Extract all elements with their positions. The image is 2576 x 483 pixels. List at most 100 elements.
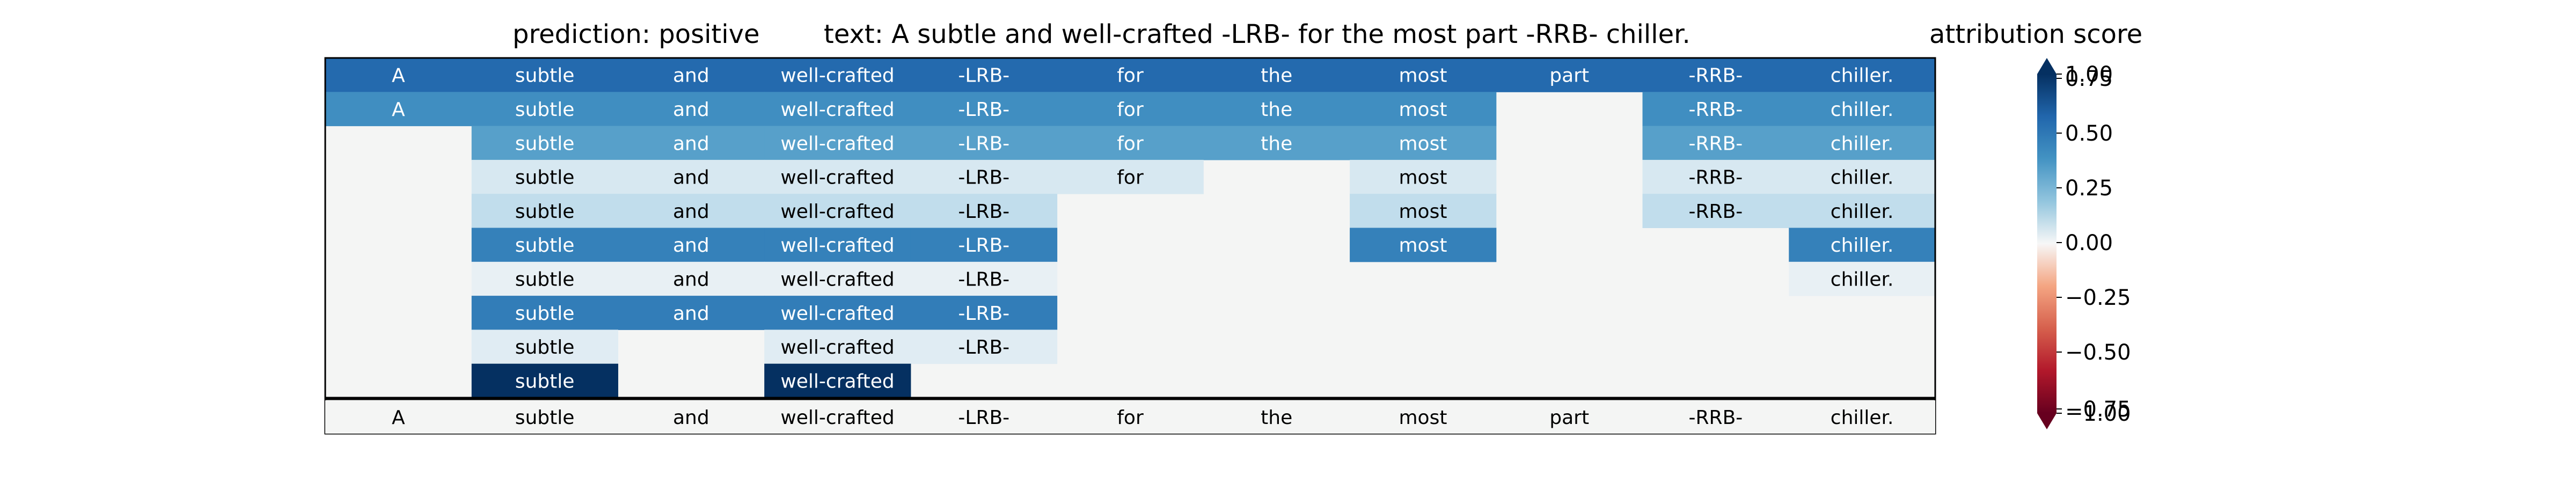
heatmap-cell: [471, 194, 618, 228]
cell-label: -LRB-: [958, 303, 1009, 325]
cell-label: -LRB-: [958, 167, 1009, 189]
cell-label: -LRB-: [958, 133, 1009, 155]
heatmap-cell: [1642, 126, 1789, 160]
colorbar-tick-label: −0.50: [2065, 340, 2131, 365]
colorbar-tick-label: −1.00: [2065, 401, 2131, 426]
cell-label: and: [673, 167, 709, 189]
heatmap-cell: [1350, 58, 1497, 92]
cell-label: subtle: [515, 303, 575, 325]
cell-label: for: [1117, 133, 1144, 155]
cell-label: chiller.: [1831, 235, 1894, 257]
cell-label: A: [392, 99, 405, 121]
colorbar-tick-label: 0.00: [2065, 231, 2113, 255]
cell-label: -LRB-: [958, 336, 1009, 358]
token-label: part: [1549, 407, 1589, 429]
heatmap-cell: [910, 194, 1058, 228]
cell-label: well-crafted: [780, 370, 894, 392]
heatmap-cell: [1203, 126, 1350, 160]
cell-label: -LRB-: [958, 99, 1009, 121]
cell-label: chiller.: [1831, 201, 1894, 223]
cell-label: for: [1117, 167, 1144, 189]
heatmap-cell: [471, 126, 618, 160]
heatmap-cell: [764, 228, 911, 262]
colorbar-title: attribution score: [1929, 19, 2142, 49]
cell-label: most: [1399, 167, 1447, 189]
heatmap-cell: [1789, 159, 1936, 194]
heatmap-cell: [910, 58, 1058, 92]
heatmap-cell: [471, 261, 618, 296]
cell-label: well-crafted: [780, 303, 894, 325]
token-label: well-crafted: [780, 407, 894, 429]
colorbar-tick-label: 0.75: [2065, 67, 2113, 91]
cell-label: well-crafted: [780, 167, 894, 189]
cell-label: for: [1117, 99, 1144, 121]
heatmap-cell: [764, 261, 911, 296]
heatmap-cell: [910, 228, 1058, 262]
cell-label: the: [1261, 133, 1292, 155]
cell-label: -RRB-: [1689, 99, 1743, 121]
prediction-title: prediction: positive: [513, 19, 760, 49]
heatmap-cell: [1789, 261, 1936, 296]
cell-label: -LRB-: [958, 268, 1009, 290]
token-label: subtle: [515, 407, 575, 429]
colorbar-gradient: [2037, 74, 2057, 413]
colorbar-min-extend: [2037, 413, 2057, 429]
heatmap-cell: [1789, 228, 1936, 262]
token-label: -LRB-: [958, 407, 1009, 429]
heatmap-cell: [618, 228, 765, 262]
heatmap-cell: [764, 330, 911, 364]
cell-label: subtle: [515, 167, 575, 189]
heatmap-cell: [618, 261, 765, 296]
token-label: and: [673, 407, 709, 429]
heatmap-cell: [471, 159, 618, 194]
cell-label: well-crafted: [780, 99, 894, 121]
heatmap-cell: [1350, 194, 1497, 228]
cell-label: and: [673, 235, 709, 257]
heatmap-cell: [471, 330, 618, 364]
cell-label: well-crafted: [780, 235, 894, 257]
cell-label: and: [673, 133, 709, 155]
token-label: -RRB-: [1689, 407, 1743, 429]
token-label: the: [1261, 407, 1292, 429]
heatmap-cell: [1350, 126, 1497, 160]
cell-label: subtle: [515, 133, 575, 155]
heatmap-cell: [618, 194, 765, 228]
heatmap-cell: [1350, 228, 1497, 262]
cell-label: chiller.: [1831, 167, 1894, 189]
colorbar-max-extend: [2037, 58, 2057, 74]
cell-label: subtle: [515, 201, 575, 223]
cell-label: subtle: [515, 268, 575, 290]
cell-label: -LRB-: [958, 201, 1009, 223]
text-title: text: A subtle and well-crafted -LRB- fo…: [824, 19, 1690, 49]
cell-label: chiller.: [1831, 133, 1894, 155]
colorbar: 1.000.75 0.50 0.25 0.00 −0.25 −0.50 −0.75−1.00: [2037, 58, 2131, 429]
heatmap-cell: [1350, 159, 1497, 194]
cell-label: subtle: [515, 336, 575, 358]
cell-label: the: [1261, 99, 1292, 121]
cell-label: most: [1399, 235, 1447, 257]
cell-label: and: [673, 268, 709, 290]
heatmap-cell: [618, 126, 765, 160]
heatmap-cell: [618, 58, 765, 92]
cell-label: chiller.: [1831, 268, 1894, 290]
heatmap-cell: [1642, 159, 1789, 194]
heatmap-cell: [1057, 159, 1204, 194]
cell-label: and: [673, 303, 709, 325]
heatmap-cell: [1642, 58, 1789, 92]
cell-label: most: [1399, 65, 1447, 87]
heatmap-cell: [471, 58, 618, 92]
colorbar-tick-label: 0.25: [2065, 176, 2113, 201]
token-label: A: [392, 407, 405, 429]
heatmap-cell: [910, 92, 1058, 127]
heatmap-cell: [1350, 92, 1497, 127]
heatmap-cell: [471, 363, 618, 398]
heatmap-cell: [1789, 194, 1936, 228]
colorbar-tick-label: 1.00: [2065, 62, 2113, 87]
colorbar-tick-label: −0.25: [2065, 286, 2131, 310]
cell-label: subtle: [515, 235, 575, 257]
heatmap-cell: [764, 92, 911, 127]
heatmap-cell: [1203, 58, 1350, 92]
